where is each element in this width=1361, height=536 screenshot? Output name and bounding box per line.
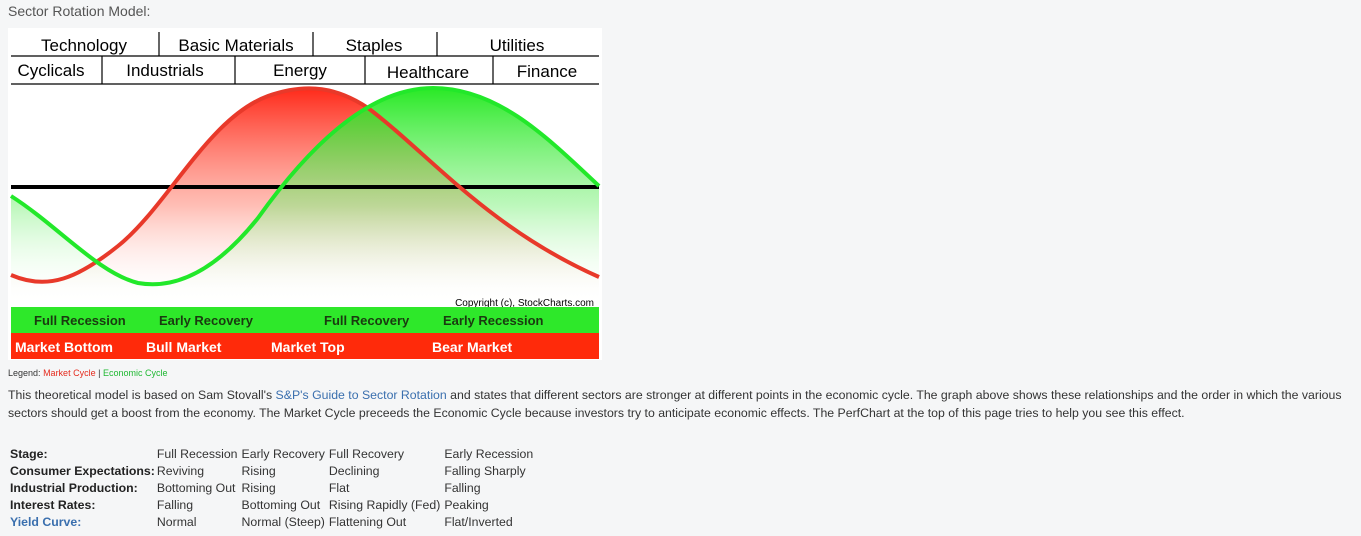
table-row: Yield Curve: Normal Normal (Steep) Flatt… <box>8 514 535 531</box>
table-cell: Peaking <box>444 498 489 512</box>
table-row: Industrial Production: Bottoming Out Ris… <box>8 480 535 497</box>
description-intro: This theoretical model is based on Sam S… <box>8 388 276 402</box>
table-cell: Full Recession <box>156 447 238 461</box>
table-cell: Rising Rapidly (Fed) <box>328 498 441 512</box>
table-row: Consumer Expectations: Reviving Rising D… <box>8 463 535 480</box>
economic-cycle-fill <box>11 88 599 303</box>
market-stage-bear: Bear Market <box>432 339 512 355</box>
stages-table: Stage: Full Recession Early Recovery Ful… <box>8 446 535 531</box>
table-cell: Rising <box>241 464 276 478</box>
market-stage-bottom: Market Bottom <box>15 339 113 355</box>
economic-stage-full-recovery: Full Recovery <box>324 313 410 328</box>
economic-stage-early-recovery: Early Recovery <box>159 313 254 328</box>
table-cell: Normal (Steep) <box>241 515 325 529</box>
table-cell: Bottoming Out <box>156 481 236 495</box>
legend-economic-cycle: Economic Cycle <box>102 368 168 378</box>
sector-healthcare: Healthcare <box>387 63 469 82</box>
model-description: This theoretical model is based on Sam S… <box>8 386 1353 422</box>
table-cell: Flat <box>328 481 350 495</box>
sector-industrials: Industrials <box>126 61 203 80</box>
row-label-stage: Stage: <box>10 447 48 461</box>
economic-stage-full-recession: Full Recession <box>34 313 126 328</box>
table-cell: Full Recovery <box>328 447 405 461</box>
table-cell: Falling <box>444 481 481 495</box>
sector-cyclicals: Cyclicals <box>17 61 84 80</box>
sector-rotation-chart: Technology Basic Materials Staples Utili… <box>8 28 602 360</box>
table-cell: Normal <box>156 515 197 529</box>
table-row: Stage: Full Recession Early Recovery Ful… <box>8 446 535 463</box>
sector-technology: Technology <box>41 36 128 55</box>
table-cell: Bottoming Out <box>241 498 321 512</box>
table-row: Interest Rates: Falling Bottoming Out Ri… <box>8 497 535 514</box>
sector-rotation-svg: Technology Basic Materials Staples Utili… <box>9 32 601 359</box>
description-body: and states that different sectors are st… <box>8 388 1342 420</box>
table-cell: Flat/Inverted <box>444 515 513 529</box>
economic-cycle-curve <box>9 85 601 287</box>
sector-rotation-guide-link[interactable]: S&P's Guide to Sector Rotation <box>275 388 447 402</box>
legend-market-cycle: Market Cycle <box>43 368 96 378</box>
table-cell: Early Recession <box>444 447 534 461</box>
row-label-interest-rates: Interest Rates: <box>10 498 96 512</box>
table-cell: Reviving <box>156 464 205 478</box>
row-label-yield-curve-link[interactable]: Yield Curve: <box>10 515 82 529</box>
sector-energy: Energy <box>273 61 327 80</box>
table-cell: Early Recovery <box>241 447 325 461</box>
table-cell: Falling <box>156 498 194 512</box>
page-title: Sector Rotation Model: <box>8 3 151 19</box>
chart-copyright: Copyright (c), StockCharts.com <box>455 298 594 309</box>
sector-staples: Staples <box>346 36 403 55</box>
market-cycle-bar <box>11 333 599 359</box>
row-label-industrial-production: Industrial Production: <box>10 481 138 495</box>
sector-utilities: Utilities <box>490 36 545 55</box>
market-stage-bull: Bull Market <box>146 339 222 355</box>
table-cell: Flattening Out <box>328 515 407 529</box>
economic-stage-early-recession: Early Recession <box>443 313 544 328</box>
legend-separator: | <box>98 368 101 378</box>
market-stage-top: Market Top <box>271 339 345 355</box>
legend-label: Legend: <box>8 368 41 378</box>
table-cell: Rising <box>241 481 276 495</box>
sector-finance: Finance <box>517 62 577 81</box>
row-label-consumer-expectations: Consumer Expectations: <box>10 464 155 478</box>
table-cell: Declining <box>328 464 380 478</box>
table-cell: Falling Sharply <box>444 464 526 478</box>
sector-basic-materials: Basic Materials <box>178 36 293 55</box>
chart-legend: Legend: Market Cycle | Economic Cycle <box>8 368 167 378</box>
sector-header: Technology Basic Materials Staples Utili… <box>11 32 599 85</box>
economic-cycle-bar <box>11 307 599 333</box>
